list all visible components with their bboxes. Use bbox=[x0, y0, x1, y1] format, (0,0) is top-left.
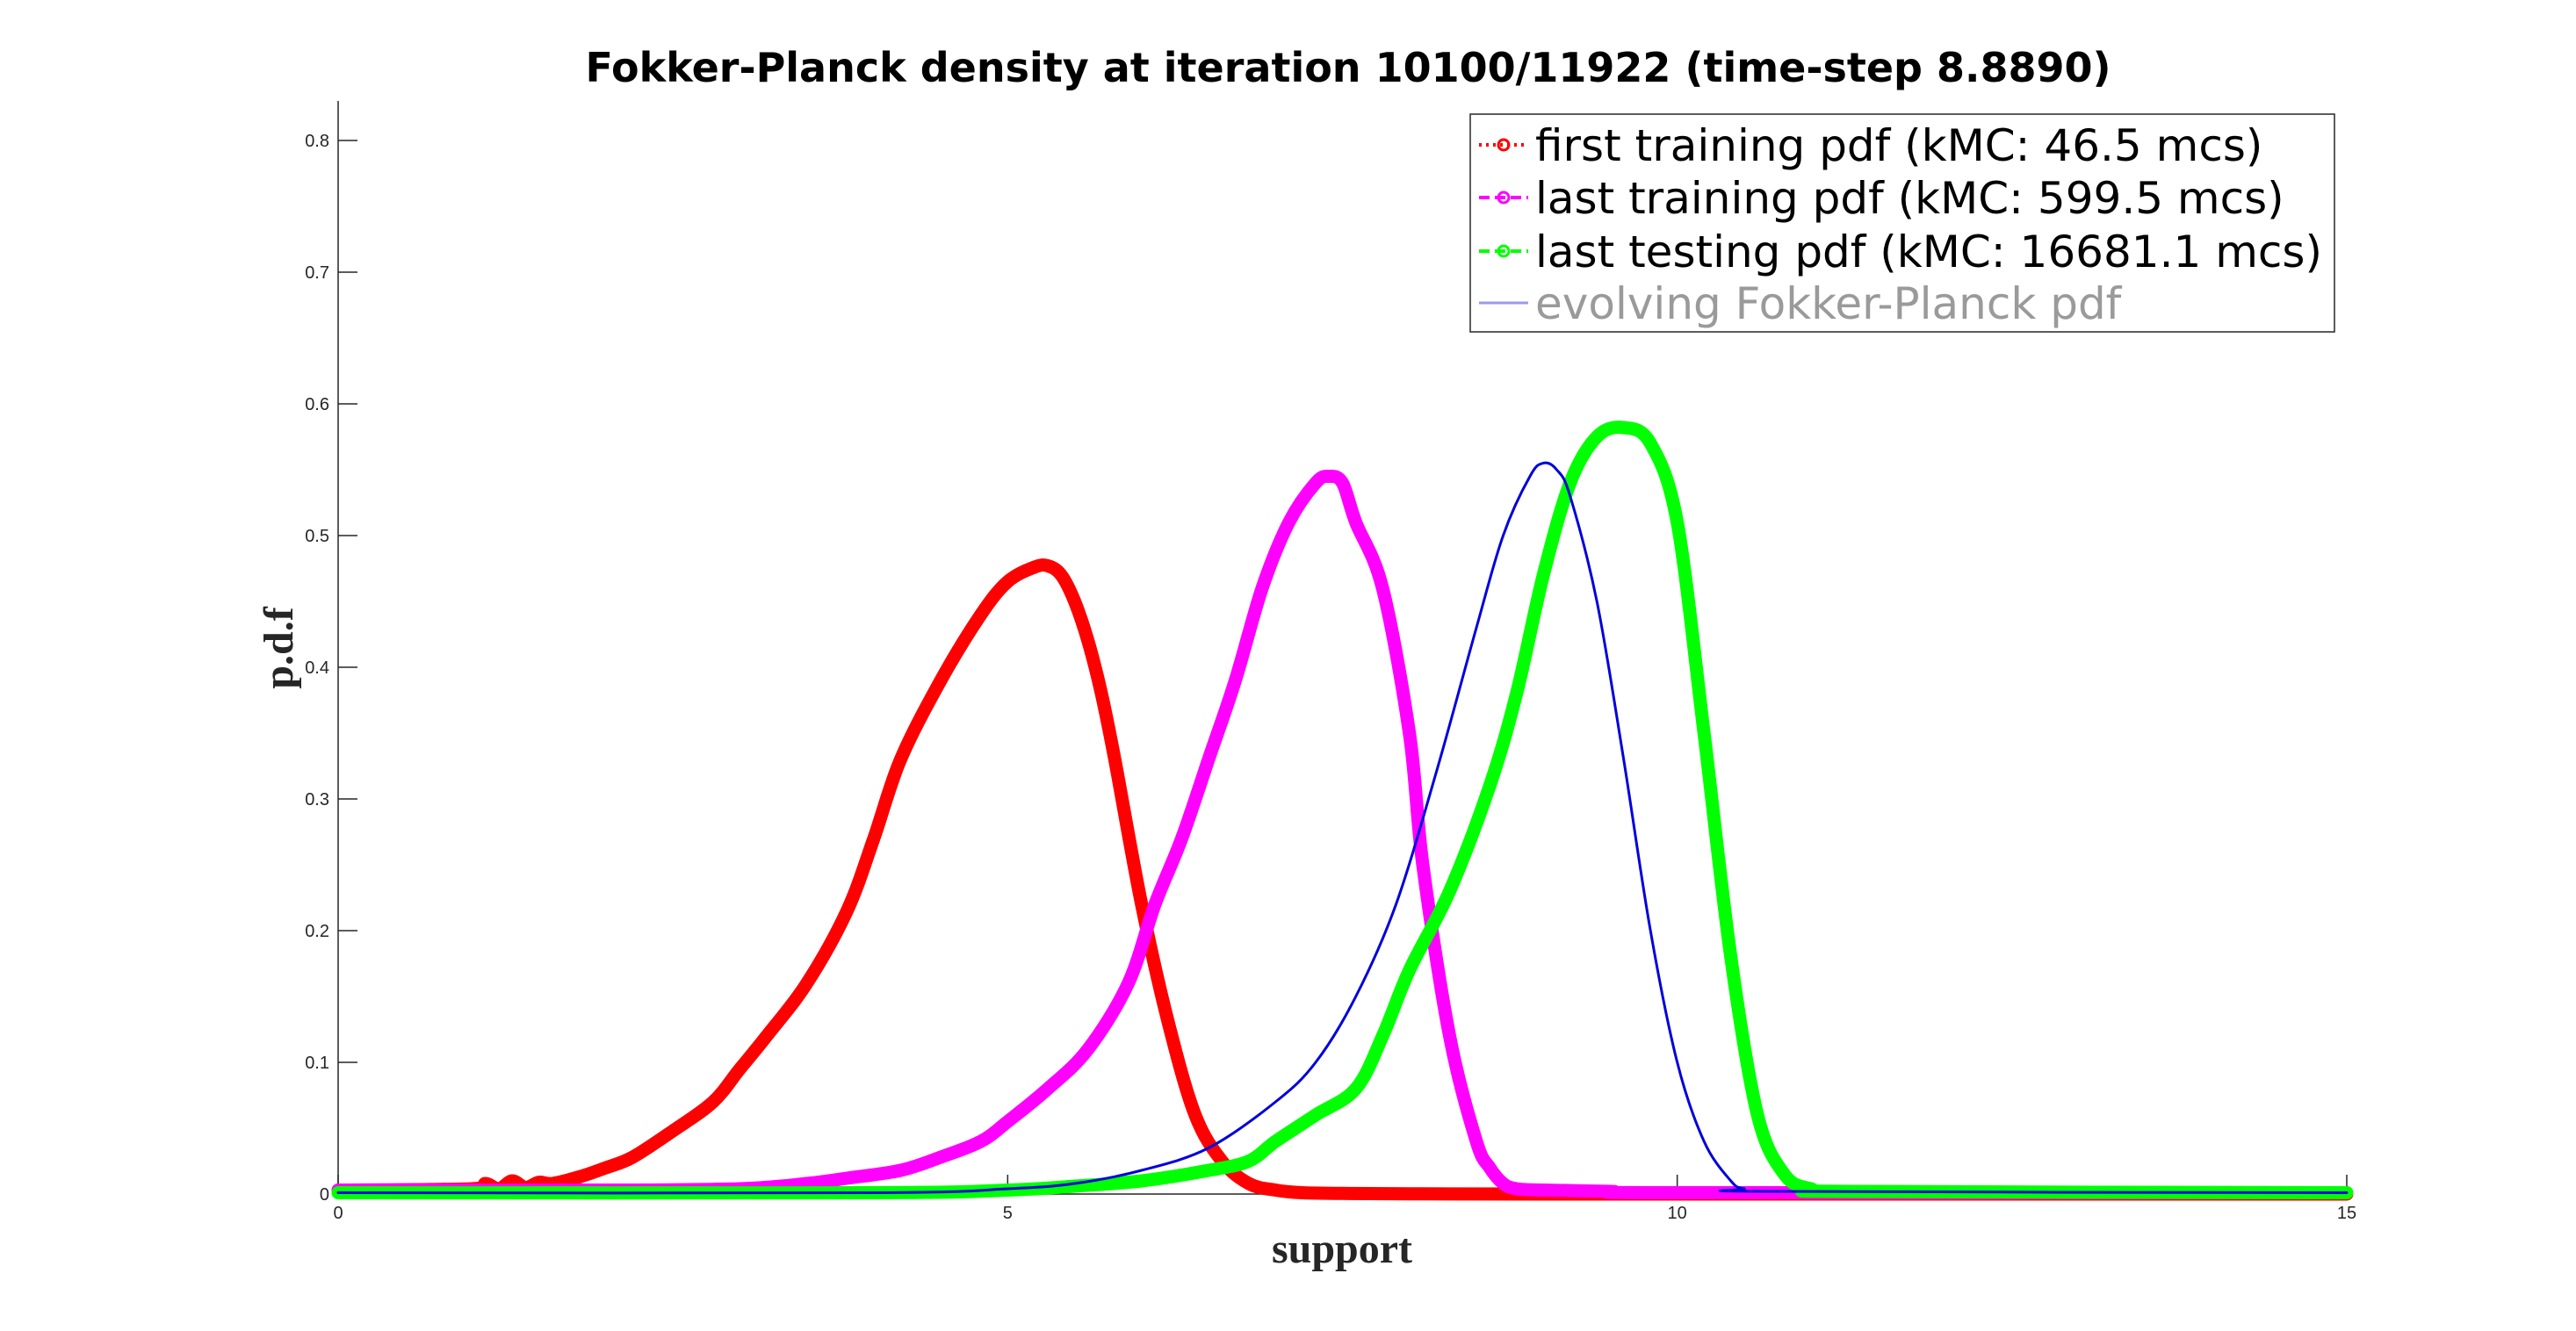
legend-label-fokker-planck: evolving Fokker-Planck pdf bbox=[1535, 278, 2123, 329]
legend-box bbox=[1469, 113, 2335, 333]
x-tick-label: 15 bbox=[2337, 1204, 2356, 1223]
series-line-last-training bbox=[331, 469, 2354, 1200]
y-tick-label: 0 bbox=[320, 1185, 329, 1205]
tick-group: 0 5 10 15 0 0.1 0.2 0.3 0.4 0.5 0.6 0.7 0.8 bbox=[305, 132, 2356, 1223]
legend-label-first-training: first training pdf (kMC: 46.5 mcs) bbox=[1535, 120, 2262, 171]
legend-label-last-testing: last testing pdf (kMC: 16681.1 mcs) bbox=[1535, 227, 2322, 277]
chart-title: Fokker-Planck density at iteration 10100… bbox=[585, 44, 2111, 91]
series-line-last-testing bbox=[331, 421, 2354, 1200]
x-tick-label: 5 bbox=[1003, 1204, 1013, 1223]
x-axis-label: support bbox=[1272, 1226, 1412, 1272]
y-tick-label: 0.1 bbox=[305, 1054, 329, 1073]
y-tick-label: 0.6 bbox=[305, 395, 329, 414]
y-tick-label: 0.4 bbox=[305, 658, 329, 678]
y-tick-label: 0.2 bbox=[305, 922, 329, 941]
legend-marker-first-training bbox=[1497, 138, 1511, 152]
legend-label-last-training: last training pdf (kMC: 599.5 mcs) bbox=[1535, 173, 2284, 224]
y-tick-label: 0.7 bbox=[305, 263, 329, 283]
plot-area bbox=[331, 421, 2354, 1201]
y-tick-label: 0.8 bbox=[305, 132, 329, 151]
x-tick-label: 0 bbox=[333, 1204, 343, 1223]
y-tick-label: 0.3 bbox=[305, 790, 329, 809]
x-tick-label: 10 bbox=[1668, 1204, 1687, 1223]
series-line-fokker-planck bbox=[336, 461, 2349, 1195]
series-line-first-training bbox=[331, 558, 2354, 1201]
y-tick-label: 0.5 bbox=[305, 527, 329, 546]
legend: first training pdf (kMC: 46.5 mcs) last … bbox=[1469, 113, 2335, 333]
legend-marker-last-training bbox=[1497, 191, 1511, 205]
y-axis-label: p.d.f bbox=[256, 606, 302, 688]
legend-marker-last-testing bbox=[1497, 244, 1511, 258]
